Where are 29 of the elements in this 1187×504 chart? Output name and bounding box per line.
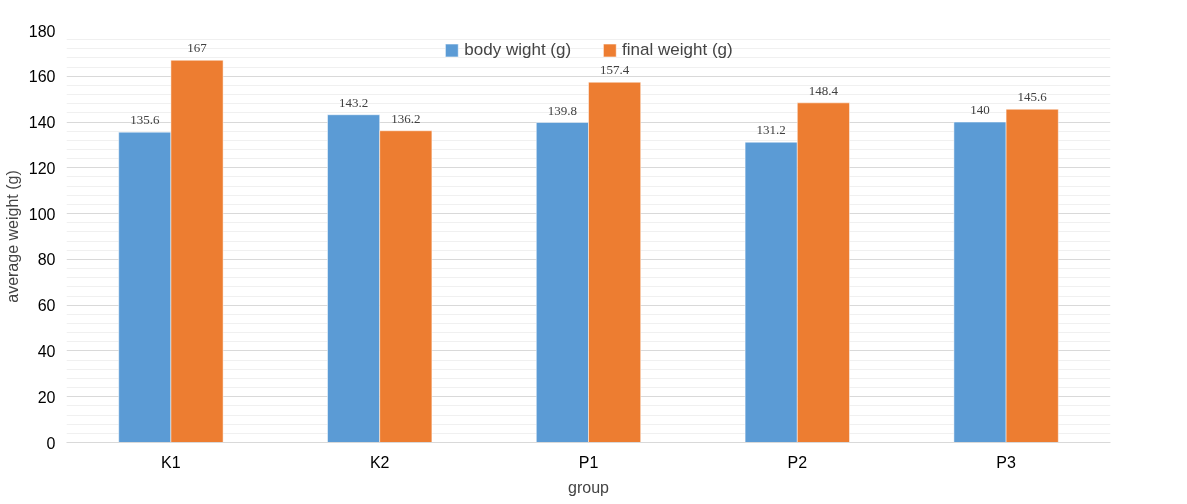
x-tick-label: P3 (996, 453, 1016, 471)
data-label: 145.6 (1017, 89, 1048, 105)
data-label: 140 (970, 102, 990, 118)
data-label: 157.4 (599, 62, 630, 78)
legend-label: body wight (g) (464, 40, 572, 60)
y-tick-label: 100 (28, 205, 56, 223)
data-label: 135.6 (130, 112, 160, 128)
y-axis-title: average weight (g) (3, 170, 21, 303)
y-tick-label: 180 (28, 22, 56, 40)
y-tick-label: 60 (37, 297, 56, 315)
data-label: 143.2 (338, 94, 369, 110)
legend-label: final weight (g) (622, 40, 733, 60)
data-label: 167 (187, 40, 208, 56)
x-tick-label: K2 (369, 453, 390, 471)
x-tick-label: K1 (161, 453, 181, 471)
y-tick-label: 40 (37, 342, 56, 360)
data-label: 148.4 (808, 82, 839, 98)
data-label: 136.2 (391, 110, 421, 126)
data-label: 139.8 (547, 102, 578, 118)
data-label: 131.2 (756, 122, 786, 138)
y-tick-label: 0 (46, 434, 56, 452)
y-tick-label: 160 (28, 68, 56, 86)
y-tick-label: 20 (37, 388, 56, 406)
x-tick-label: P2 (787, 453, 808, 471)
y-tick-label: 120 (28, 159, 56, 177)
x-axis-title: group (568, 478, 610, 496)
x-tick-label: P1 (578, 453, 599, 471)
y-tick-label: 80 (37, 251, 56, 269)
y-tick-label: 140 (28, 114, 56, 132)
